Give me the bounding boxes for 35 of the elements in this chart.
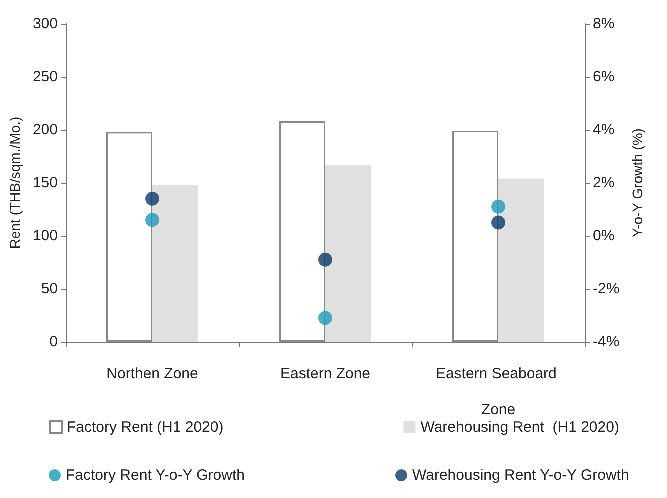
bar xyxy=(152,185,198,342)
bar xyxy=(106,132,152,342)
y2-axis-title: Y-o-Y Growth (%) xyxy=(630,128,646,238)
y-tick-label: 50 xyxy=(41,280,58,298)
bar xyxy=(452,131,498,342)
y-tick-label: 250 xyxy=(32,68,58,86)
x-tick-label: Eastern Zone xyxy=(280,366,371,382)
y-tick-label: 200 xyxy=(32,122,58,138)
x-tick-label: Northen Zone xyxy=(106,366,198,382)
y2-tick-label: 0% xyxy=(593,228,615,244)
point xyxy=(318,252,332,267)
point xyxy=(146,213,160,228)
bar xyxy=(280,122,326,342)
legend-label: Warehousing Rent Y-o-Y Growth xyxy=(412,467,630,484)
y-tick-label: 150 xyxy=(32,174,58,192)
y2-tick-label: 8% xyxy=(593,16,615,32)
bar xyxy=(498,178,544,342)
y-tick-label: 100 xyxy=(32,228,58,244)
y2-tick-label: -4% xyxy=(593,334,620,350)
y2-tick-label: 6% xyxy=(593,68,615,86)
y-tick-label: 300 xyxy=(32,16,58,32)
category-label: Eastern Seaboard Zone xyxy=(436,366,557,418)
y2-tick-label: -2% xyxy=(593,280,620,298)
legend-label: Factory Rent (H1 2020) xyxy=(67,419,224,436)
point xyxy=(146,192,160,206)
y-tick-label: 0 xyxy=(50,334,58,350)
point xyxy=(492,200,506,214)
point xyxy=(492,216,506,230)
point xyxy=(318,311,332,326)
bar xyxy=(326,164,372,342)
y-axis-title: Rent (THB/sqm./Mo.) xyxy=(7,116,24,250)
y2-tick-label: 2% xyxy=(593,174,615,192)
legend-label: Factory Rent Y-o-Y Growth xyxy=(66,467,245,484)
legend-label: Warehousing Rent (H1 2020) xyxy=(420,419,620,436)
y2-tick-label: 4% xyxy=(593,122,615,138)
